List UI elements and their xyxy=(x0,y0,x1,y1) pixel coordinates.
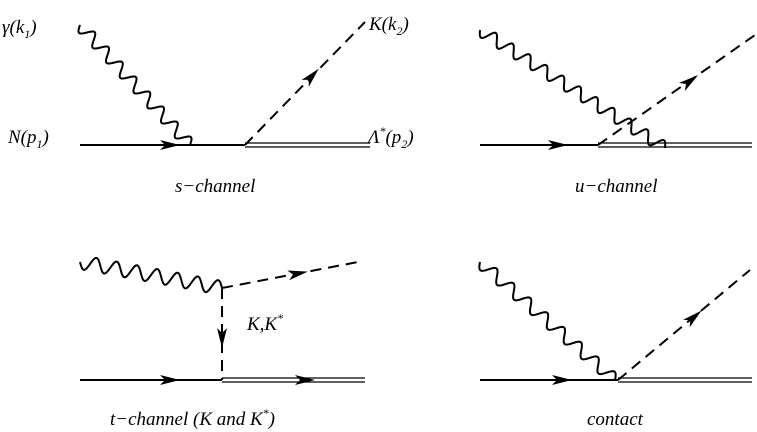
t-kaon-line xyxy=(221,261,359,289)
u-kaon-line xyxy=(597,34,756,146)
s-photon-line xyxy=(77,24,193,146)
s-kaon-label: K(k2) xyxy=(368,14,409,38)
u-photon-line xyxy=(478,29,667,149)
s-channel-diagram xyxy=(77,21,370,150)
t-photon-line xyxy=(79,256,223,294)
c-kaon-line xyxy=(617,269,751,381)
contact-caption: contact xyxy=(587,409,644,430)
t-channel-diagram xyxy=(79,256,365,385)
u-channel-diagram xyxy=(478,29,756,150)
s-nucleon-label: N(p1) xyxy=(7,127,49,151)
s-lambda-label: Λ*(p2) xyxy=(366,124,414,151)
c-photon-line xyxy=(478,261,617,381)
s-kaon-line xyxy=(244,21,366,146)
u-lambda-double-line xyxy=(598,142,752,148)
contact-diagram xyxy=(478,261,752,385)
u-channel-caption: u−channel xyxy=(575,176,657,197)
c-lambda-double-line xyxy=(618,377,752,383)
t-exchange-label: K,K* xyxy=(246,311,283,335)
t-channel-caption: t−channel (K and K*) xyxy=(110,406,275,430)
s-photon-label: γ(k1) xyxy=(2,17,37,41)
t-lambda-double-line xyxy=(222,377,365,383)
s-channel-caption: s−channel xyxy=(175,176,255,197)
s-lambda-double-line xyxy=(245,142,370,148)
